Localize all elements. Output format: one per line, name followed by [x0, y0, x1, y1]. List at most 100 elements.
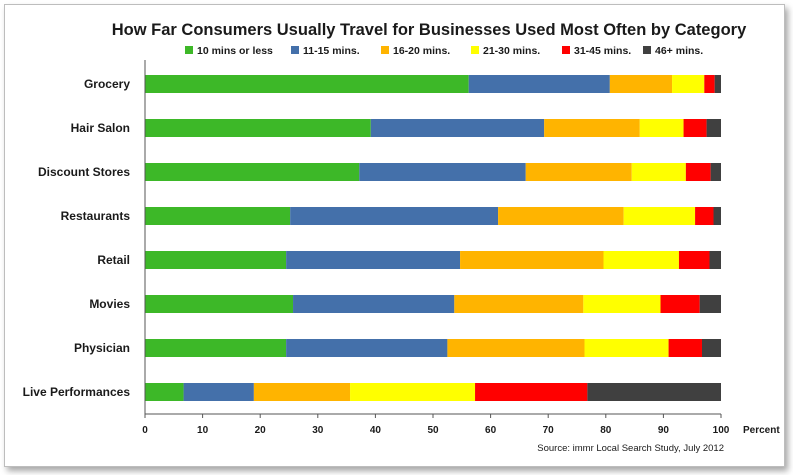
bar-live-performances-16-20-mins — [253, 383, 351, 401]
bar-movies-31-45-mins — [660, 295, 700, 313]
bar-physician-16-20-mins — [447, 339, 585, 357]
bar-restaurants-46-mins — [713, 207, 721, 225]
category-labels: Grocery Hair Salon Discount Stores Restaura… — [23, 77, 131, 399]
x-tick-label-40: 40 — [370, 425, 382, 436]
bar-hair-salon-16-20-mins — [544, 119, 640, 137]
bar-hair-salon-10-mins-or-less — [145, 119, 371, 137]
legend-item-46-mins: 46+ mins. — [643, 45, 703, 57]
bar-live-performances-31-45-mins — [475, 383, 588, 401]
bar-retail-11-15-mins — [286, 251, 461, 269]
bar-row-physician — [145, 339, 721, 357]
bar-row-discount-stores — [145, 163, 721, 181]
bar-row-restaurants — [145, 207, 721, 225]
category-label-discount-stores: Discount Stores — [38, 165, 130, 179]
legend-label-16-20-mins: 16-20 mins. — [393, 45, 450, 57]
bar-retail-16-20-mins — [460, 251, 604, 269]
legend-swatch-21-30-mins — [471, 46, 479, 54]
chart-frame: How Far Consumers Usually Travel for Bus… — [4, 4, 785, 467]
bar-hair-salon-31-45-mins — [683, 119, 707, 137]
bar-retail-46-mins — [709, 251, 721, 269]
x-tick-label-20: 20 — [255, 425, 267, 436]
bar-restaurants-16-20-mins — [498, 207, 624, 225]
x-tick-label-0: 0 — [142, 425, 148, 436]
x-tick-label-70: 70 — [543, 425, 555, 436]
bar-row-retail — [145, 251, 721, 269]
bar-discount-stores-21-30-mins — [631, 163, 686, 181]
category-label-restaurants: Restaurants — [61, 209, 131, 223]
bar-grocery-11-15-mins — [468, 75, 610, 93]
bar-restaurants-21-30-mins — [623, 207, 696, 225]
category-label-live-performances: Live Performances — [23, 385, 131, 399]
bar-restaurants-10-mins-or-less — [145, 207, 291, 225]
bar-grocery-21-30-mins — [672, 75, 705, 93]
bar-live-performances-10-mins-or-less — [145, 383, 184, 401]
bar-hair-salon-46-mins — [706, 119, 721, 137]
legend: 10 mins or less 11-15 mins. 16-20 mins. 21-… — [185, 45, 703, 57]
category-label-physician: Physician — [74, 341, 130, 355]
bar-movies-46-mins — [699, 295, 721, 313]
x-tick-label-50: 50 — [427, 425, 439, 436]
bar-discount-stores-31-45-mins — [685, 163, 711, 181]
bar-movies-21-30-mins — [583, 295, 661, 313]
bar-hair-salon-11-15-mins — [370, 119, 545, 137]
x-tick-label-100: 100 — [713, 425, 730, 436]
legend-swatch-10-mins-or-less — [185, 46, 193, 54]
bar-retail-31-45-mins — [678, 251, 710, 269]
category-label-hair-salon: Hair Salon — [71, 121, 130, 135]
bar-movies-10-mins-or-less — [145, 295, 294, 313]
x-tick-label-30: 30 — [312, 425, 324, 436]
legend-label-21-30-mins: 21-30 mins. — [483, 45, 540, 57]
bars — [145, 75, 721, 401]
bar-physician-46-mins — [701, 339, 721, 357]
legend-item-21-30-mins: 21-30 mins. — [471, 45, 540, 57]
bar-retail-21-30-mins — [603, 251, 679, 269]
x-tick-label-10: 10 — [197, 425, 209, 436]
bar-grocery-16-20-mins — [609, 75, 673, 93]
bar-grocery-31-45-mins — [704, 75, 715, 93]
legend-item-31-45-mins: 31-45 mins. — [562, 45, 631, 57]
bar-physician-21-30-mins — [584, 339, 669, 357]
bar-hair-salon-21-30-mins — [639, 119, 684, 137]
source-note: Source: immr Local Search Study, July 20… — [537, 443, 724, 454]
bar-row-grocery — [145, 75, 721, 93]
x-axis-label: Percent — [743, 425, 780, 436]
chart-title: How Far Consumers Usually Travel for Bus… — [112, 21, 747, 39]
chart: How Far Consumers Usually Travel for Bus… — [23, 21, 781, 454]
legend-swatch-31-45-mins — [562, 46, 570, 54]
bar-discount-stores-11-15-mins — [359, 163, 526, 181]
category-label-retail: Retail — [97, 253, 130, 267]
bar-restaurants-31-45-mins — [695, 207, 714, 225]
bar-discount-stores-46-mins — [710, 163, 721, 181]
bar-discount-stores-10-mins-or-less — [145, 163, 360, 181]
bar-discount-stores-16-20-mins — [525, 163, 632, 181]
legend-label-46-mins: 46+ mins. — [655, 45, 703, 57]
legend-label-10-mins-or-less: 10 mins or less — [197, 45, 273, 57]
category-label-grocery: Grocery — [84, 77, 130, 91]
bar-physician-31-45-mins — [668, 339, 702, 357]
bar-physician-10-mins-or-less — [145, 339, 287, 357]
legend-swatch-11-15-mins — [291, 46, 299, 54]
bar-live-performances-46-mins — [587, 383, 721, 401]
bar-grocery-46-mins — [714, 75, 721, 93]
bar-live-performances-21-30-mins — [350, 383, 476, 401]
legend-item-16-20-mins: 16-20 mins. — [381, 45, 450, 57]
bar-row-live-performances — [145, 383, 721, 401]
legend-label-11-15-mins: 11-15 mins. — [303, 45, 360, 57]
x-tick-label-80: 80 — [600, 425, 612, 436]
x-tick-label-60: 60 — [485, 425, 497, 436]
bar-grocery-10-mins-or-less — [145, 75, 469, 93]
bar-live-performances-11-15-mins — [183, 383, 254, 401]
legend-item-11-15-mins: 11-15 mins. — [291, 45, 360, 57]
bar-row-movies — [145, 295, 721, 313]
bar-row-hair-salon — [145, 119, 721, 137]
bar-physician-11-15-mins — [286, 339, 448, 357]
x-axis: 0 10 20 30 40 50 60 70 80 90 100 — [142, 60, 730, 436]
legend-label-31-45-mins: 31-45 mins. — [574, 45, 631, 57]
legend-item-10-mins-or-less: 10 mins or less — [185, 45, 273, 57]
bar-movies-16-20-mins — [454, 295, 584, 313]
legend-swatch-16-20-mins — [381, 46, 389, 54]
bar-retail-10-mins-or-less — [145, 251, 287, 269]
x-tick-label-90: 90 — [658, 425, 670, 436]
bar-restaurants-11-15-mins — [290, 207, 499, 225]
category-label-movies: Movies — [89, 297, 130, 311]
